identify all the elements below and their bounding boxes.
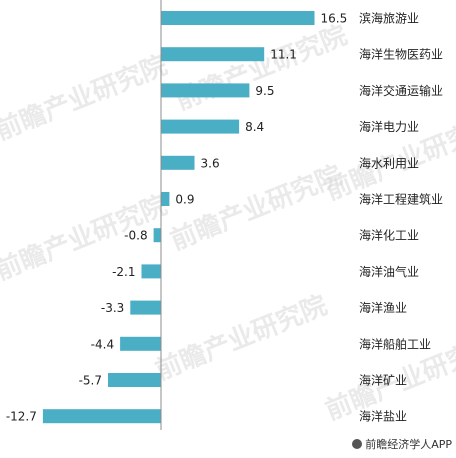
watermark-text: 前瞻产业研究院: [166, 160, 346, 257]
bar: [161, 192, 170, 206]
category-label: 海洋生物医药业: [359, 47, 443, 62]
value-label: 8.4: [245, 120, 264, 134]
bar: [153, 228, 161, 243]
source-text: 前瞻经济学人APP: [365, 438, 452, 451]
value-label: 0.9: [175, 193, 194, 207]
category-label: 海洋油气业: [359, 264, 419, 279]
bar: [161, 119, 240, 134]
watermark-text: 前瞻产业研究院: [151, 290, 331, 387]
labels-group: 16.5 滨海旅游业 11.1 海洋生物医药业 9.5 海洋交通运输业 8.4 海洋电力业 3.…: [6, 11, 443, 424]
value-label: 3.6: [201, 156, 220, 170]
category-label: 滨海旅游业: [359, 11, 419, 26]
category-label: 海洋盐业: [359, 409, 407, 424]
bar: [161, 47, 265, 62]
value-label: -4.4: [91, 337, 114, 351]
watermark-text: 前瞻产业研究院: [171, 20, 351, 117]
category-label: 海洋矿业: [359, 373, 407, 388]
value-label: -2.1: [112, 265, 135, 279]
bar: [120, 336, 161, 351]
category-label: 海水利用业: [359, 155, 419, 170]
bar: [161, 83, 250, 98]
value-label: -12.7: [6, 410, 37, 424]
category-label: 海洋化工业: [359, 228, 419, 243]
value-label: 11.1: [270, 48, 297, 62]
bars-group: [42, 11, 315, 424]
bar: [42, 409, 161, 424]
bar: [141, 264, 161, 279]
logo-icon: [352, 439, 363, 449]
category-label: 海洋电力业: [359, 119, 419, 134]
bar: [161, 11, 315, 25]
category-label: 海洋交通运输业: [359, 83, 443, 98]
watermark-text: 前瞻产业研究院: [0, 50, 171, 147]
value-label: -5.7: [79, 374, 102, 388]
value-label: 9.5: [255, 84, 274, 98]
category-label: 海洋工程建筑业: [359, 192, 443, 207]
category-label: 海洋船舶工业: [359, 336, 431, 351]
bar: [108, 373, 161, 387]
bar: [130, 300, 161, 315]
source-note: 前瞻经济学人APP: [352, 436, 452, 452]
value-label: 16.5: [321, 12, 348, 26]
watermark-layer: 前瞻产业研究院前瞻产业研究院前瞻产业研究院前瞻产业研究院前瞻产业研究院前瞻产业研…: [0, 20, 456, 427]
value-label: -3.3: [101, 301, 124, 315]
bar: [161, 155, 195, 170]
value-label: -0.8: [124, 229, 147, 243]
category-label: 海洋渔业: [359, 300, 407, 315]
